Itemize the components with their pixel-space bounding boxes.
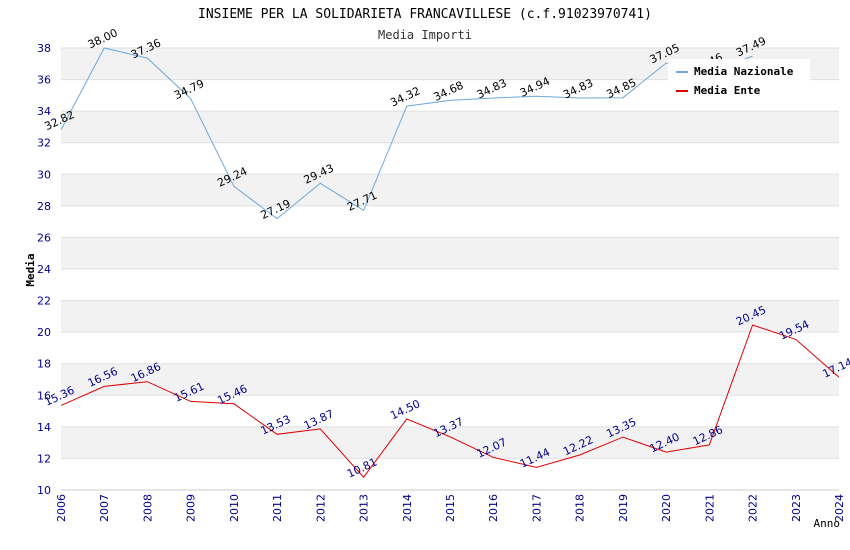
y-tick-label: 14	[37, 421, 51, 434]
legend-label-media-ente: Media Ente	[694, 84, 761, 97]
y-tick-label: 18	[37, 358, 51, 371]
x-axis-title: Anno	[814, 517, 841, 530]
y-tick-label: 12	[37, 452, 51, 465]
legend: Media Nazionale Media Ente	[668, 59, 810, 103]
data-label: 34.32	[388, 84, 422, 109]
x-tick-label: 2017	[530, 494, 543, 522]
x-tick-label: 2014	[401, 494, 414, 522]
y-tick-label: 24	[37, 263, 51, 276]
y-tick-label: 10	[37, 484, 51, 497]
series-line-media-ente	[60, 324, 840, 478]
series-line-media-nazionale	[60, 47, 753, 220]
x-tick-label: 2023	[790, 494, 803, 522]
x-tick-label: 2016	[487, 494, 500, 522]
y-tick-label: 22	[37, 295, 51, 308]
legend-label-media-nazionale: Media Nazionale	[694, 65, 794, 78]
grid-band	[61, 174, 839, 206]
grid-band	[61, 300, 839, 333]
x-axis-ticks: 2006 2007 2008 2009 2010 2011 2012 2013 2014 2015…	[55, 494, 846, 522]
x-tick-label: 2006	[55, 494, 68, 522]
series-layer	[60, 47, 840, 478]
x-tick-label: 2010	[228, 494, 241, 522]
legend-item-media-ente: Media Ente	[676, 84, 761, 97]
x-tick-label: 2008	[141, 494, 154, 522]
grid-band	[61, 237, 839, 269]
x-tick-label: 2022	[747, 494, 760, 522]
grid-band	[61, 363, 839, 396]
y-tick-label: 20	[37, 326, 51, 339]
x-tick-label: 2021	[703, 494, 716, 522]
x-tick-label: 2020	[660, 494, 673, 522]
x-tick-label: 2015	[444, 494, 457, 522]
legend-background	[668, 59, 810, 103]
chart-subtitle: Media Importi	[378, 28, 472, 42]
grid-band	[61, 111, 839, 143]
x-tick-label: 2018	[574, 494, 587, 522]
x-tick-label: 2019	[617, 494, 630, 522]
grid-bands	[61, 48, 839, 459]
y-tick-label: 38	[37, 42, 51, 55]
chart-title: INSIEME PER LA SOLIDARIETA FRANCAVILLESE…	[198, 7, 652, 22]
x-tick-label: 2011	[271, 494, 284, 522]
data-label: 10.81	[345, 455, 379, 480]
legend-item-media-nazionale: Media Nazionale	[676, 65, 794, 78]
y-tick-label: 28	[37, 200, 51, 213]
y-tick-label: 16	[37, 389, 51, 402]
y-tick-label: 36	[37, 74, 51, 87]
x-tick-label: 2009	[185, 494, 198, 522]
data-label: 15.36	[42, 384, 76, 409]
y-axis-title: Media	[24, 253, 37, 286]
x-tick-label: 2013	[358, 494, 371, 522]
y-tick-label: 32	[37, 137, 51, 150]
data-label: 34.79	[172, 77, 206, 102]
y-axis-ticks: 10 12 14 16 18 20 22 24 26 28 30 32 34 36 38	[37, 42, 51, 497]
x-tick-label: 2012	[314, 494, 327, 522]
y-tick-label: 30	[37, 168, 51, 181]
data-label: 14.50	[388, 397, 422, 422]
y-tick-label: 26	[37, 231, 51, 244]
grid-band	[61, 426, 839, 459]
x-tick-label: 2024	[833, 494, 846, 522]
x-tick-label: 2007	[98, 494, 111, 522]
y-tick-label: 34	[37, 105, 51, 118]
